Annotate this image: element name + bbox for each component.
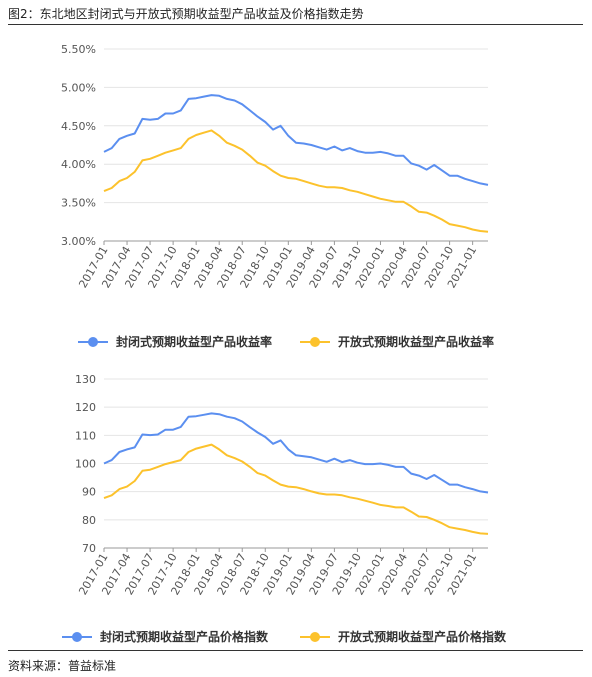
y-tick-label: 120 [75, 401, 96, 414]
source-note: 资料来源：普益标准 [8, 659, 117, 673]
series-line-1 [103, 412, 489, 494]
legend-marker [88, 337, 98, 347]
y-tick-label: 3.50% [61, 197, 96, 210]
yield-line-chart: 3.00%3.50%4.00%4.50%5.00%5.50%2017-01201… [61, 43, 494, 349]
y-tick-label: 110 [75, 429, 96, 442]
legend-label: 开放式预期收益型产品收益率 [338, 334, 494, 349]
y-tick-label: 5.50% [61, 43, 96, 56]
bottom-rule [8, 650, 583, 651]
legend-item-2[interactable]: 开放式预期收益型产品收益率 [300, 334, 494, 349]
series-line-2 [103, 443, 489, 535]
y-tick-label: 4.50% [61, 120, 96, 133]
legend-marker [310, 337, 320, 347]
top-rule [8, 24, 583, 25]
y-tick-label: 90 [82, 486, 96, 499]
legend-marker [310, 632, 320, 642]
legend-item-2[interactable]: 开放式预期收益型产品价格指数 [300, 629, 507, 644]
series-line-2 [103, 129, 489, 233]
y-tick-label: 3.00% [61, 235, 96, 248]
y-tick-label: 70 [82, 542, 96, 555]
legend-item-1[interactable]: 封闭式预期收益型产品收益率 [78, 334, 272, 349]
price-index-line-chart: 7080901001101201302017-012017-042017-072… [62, 373, 507, 644]
y-tick-label: 5.00% [61, 81, 96, 94]
y-tick-label: 80 [82, 514, 96, 527]
legend-label: 封闭式预期收益型产品收益率 [116, 334, 272, 349]
legend-label: 开放式预期收益型产品价格指数 [338, 629, 507, 644]
legend-item-1[interactable]: 封闭式预期收益型产品价格指数 [62, 629, 269, 644]
legend-marker [72, 632, 82, 642]
figure-title: 图2：东北地区封闭式与开放式预期收益型产品收益及价格指数走势 [8, 7, 364, 21]
y-tick-label: 130 [75, 373, 96, 386]
series-line-1 [103, 94, 489, 186]
legend-label: 封闭式预期收益型产品价格指数 [100, 629, 269, 644]
y-tick-label: 100 [75, 458, 96, 471]
y-tick-label: 4.00% [61, 158, 96, 171]
